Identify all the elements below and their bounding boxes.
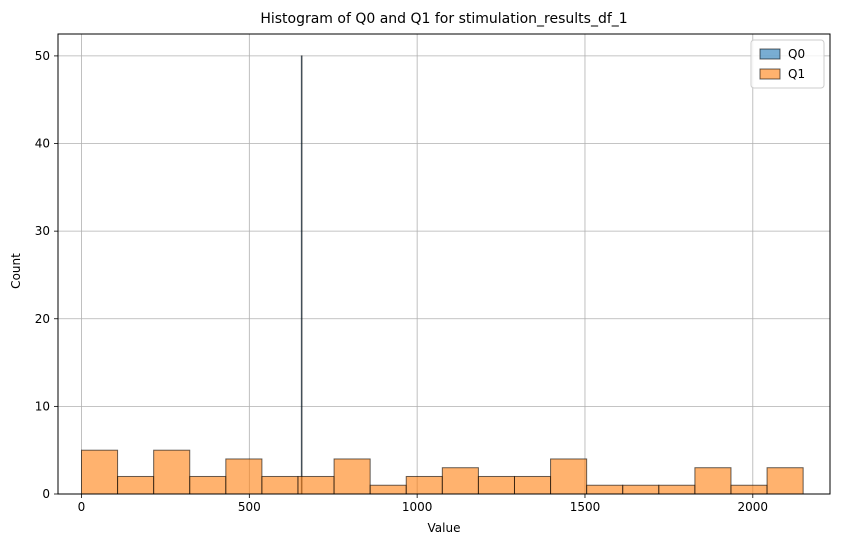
chart-title: Histogram of Q0 and Q1 for stimulation_r… bbox=[260, 11, 627, 27]
bar-q1 bbox=[550, 458, 588, 495]
x-axis-label: Value bbox=[428, 521, 461, 535]
bar-q1 bbox=[477, 475, 515, 495]
bar-q1 bbox=[766, 467, 804, 495]
x-tick-label: 500 bbox=[238, 500, 261, 514]
bar-q1 bbox=[586, 484, 624, 495]
bar-q1 bbox=[80, 449, 119, 495]
axis-ticks: 0 500 1000 1500 2000 0 10 20 30 40 50 bbox=[35, 49, 768, 514]
bar-q1 bbox=[441, 467, 479, 495]
y-tick-label: 30 bbox=[35, 224, 50, 238]
y-tick-label: 50 bbox=[35, 49, 50, 63]
bar-q1 bbox=[189, 475, 227, 495]
bar-q1 bbox=[405, 475, 443, 495]
bar-q0 bbox=[300, 55, 303, 495]
y-tick-label: 10 bbox=[35, 399, 50, 413]
y-tick-label: 20 bbox=[35, 312, 50, 326]
y-tick-label: 40 bbox=[35, 137, 50, 151]
bar-q1 bbox=[730, 484, 768, 495]
bar-q1 bbox=[694, 467, 732, 495]
bar-q1 bbox=[153, 449, 191, 495]
y-axis-label: Count bbox=[9, 253, 23, 289]
bar-q1 bbox=[297, 475, 335, 495]
plot-frame bbox=[57, 33, 831, 495]
x-tick-label: 2000 bbox=[738, 500, 769, 514]
legend-label-q0: Q0 bbox=[788, 47, 805, 61]
bar-q1 bbox=[117, 475, 155, 495]
grid-lines bbox=[58, 34, 830, 495]
bar-q1 bbox=[513, 475, 552, 495]
legend-swatch-q1 bbox=[759, 68, 781, 80]
x-tick-label: 0 bbox=[78, 500, 86, 514]
x-tick-label: 1500 bbox=[570, 500, 601, 514]
bar-q1 bbox=[622, 484, 660, 495]
x-tick-label: 1000 bbox=[402, 500, 433, 514]
bar-q1 bbox=[369, 484, 407, 495]
bar-q1 bbox=[261, 475, 299, 495]
histogram-bars bbox=[80, 55, 804, 495]
bar-q1 bbox=[333, 458, 371, 495]
legend-label-q1: Q1 bbox=[788, 67, 805, 81]
y-tick-label: 0 bbox=[42, 487, 50, 501]
bar-q1 bbox=[658, 484, 696, 495]
bar-q1 bbox=[225, 458, 263, 495]
legend-swatch-q0 bbox=[759, 48, 781, 60]
